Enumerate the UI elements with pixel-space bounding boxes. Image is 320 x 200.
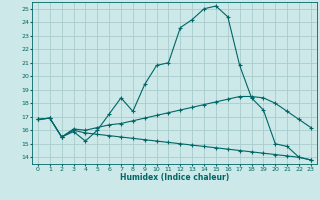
- X-axis label: Humidex (Indice chaleur): Humidex (Indice chaleur): [120, 173, 229, 182]
